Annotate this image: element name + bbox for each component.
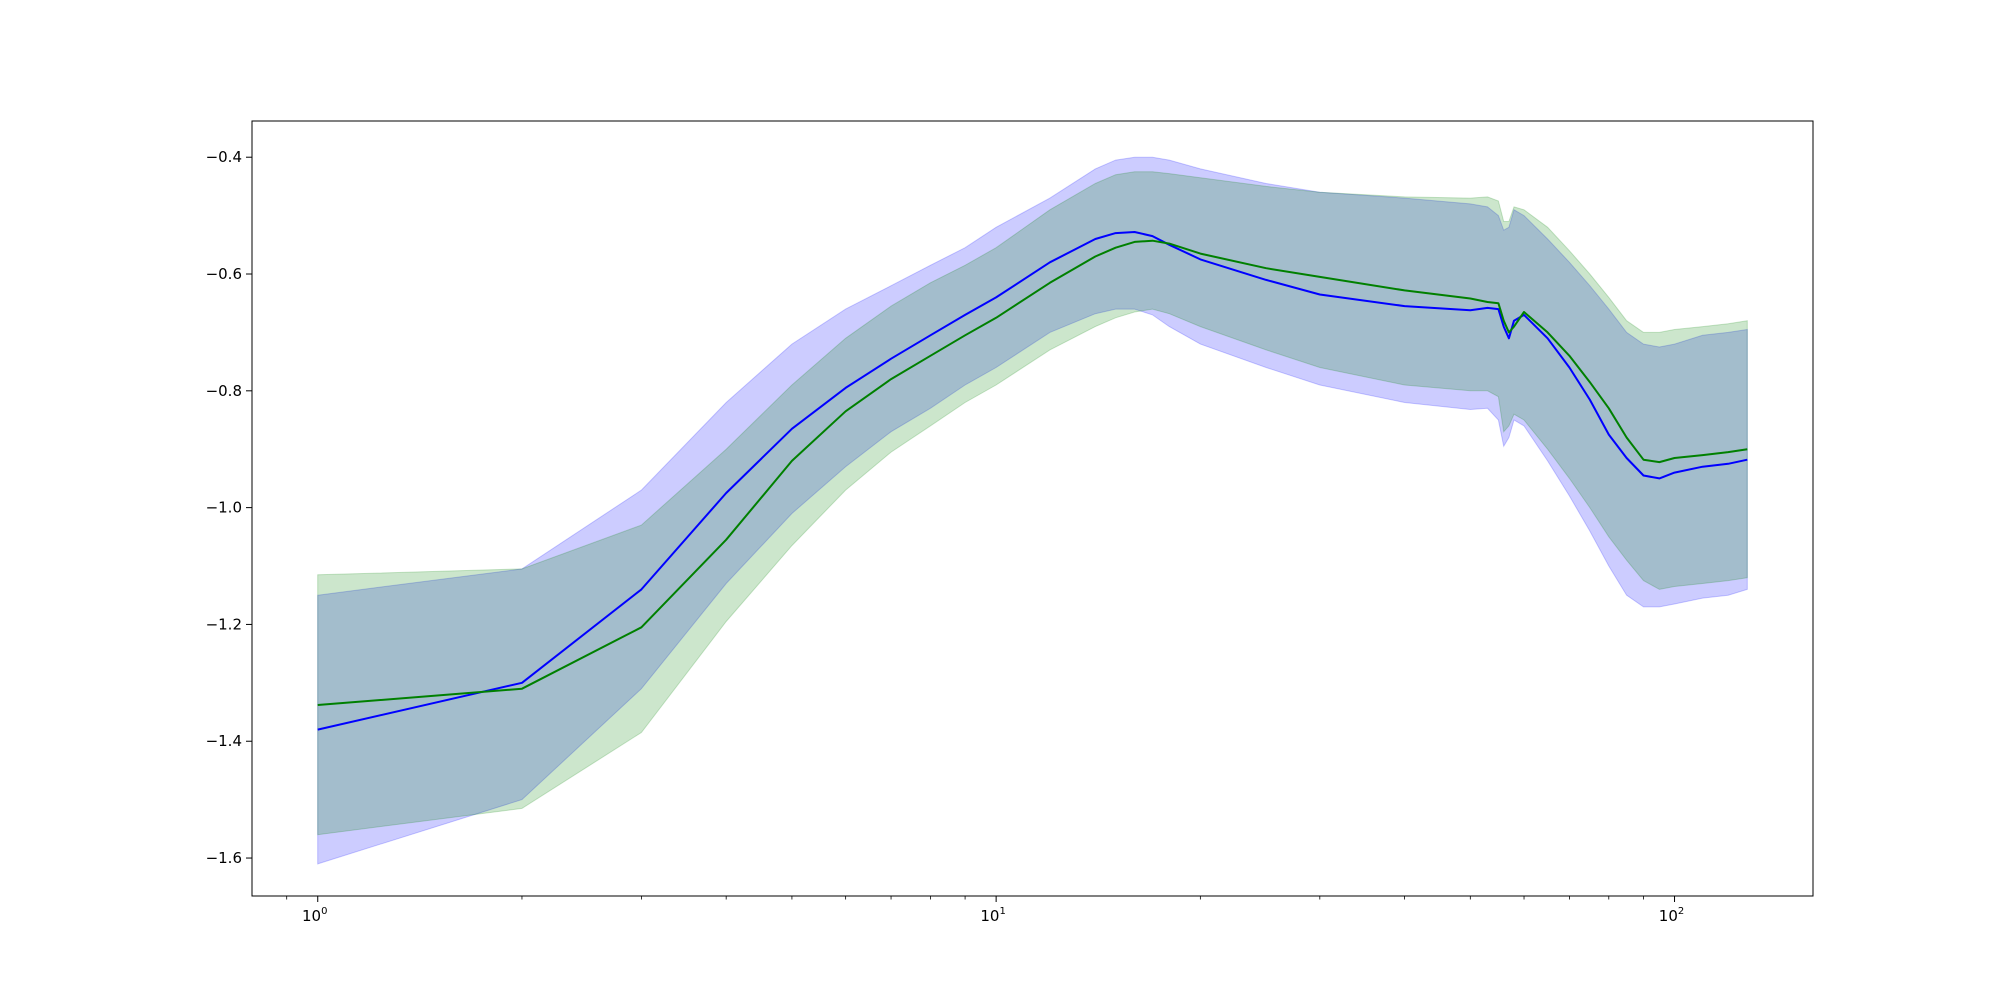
x-tick-label: 102 [1659,906,1684,925]
y-tick-label: −0.4 [206,148,242,166]
x-tick-exponent: 1 [999,906,1005,917]
plot-frame [251,120,1814,897]
series-2-line [317,239,1748,706]
y-tick-label: −1.0 [206,499,242,517]
x-tick-base: 10 [980,907,999,925]
x-tick-base: 10 [1659,907,1678,925]
series-2-band [317,171,1748,836]
x-tick-label: 101 [980,906,1005,925]
x-tick-label: 100 [302,906,327,925]
x-tick-base: 10 [302,907,321,925]
mean-lines [317,231,1748,731]
x-tick-exponent: 0 [321,906,327,917]
x-tick-exponent: 2 [1678,906,1684,917]
y-tick-label: −0.6 [206,265,242,283]
y-tick-label: −0.8 [206,382,242,400]
confidence-bands [317,156,1748,865]
series-1-line [317,231,1748,731]
y-tick-label: −1.2 [206,615,242,633]
y-tick-label: −1.4 [206,732,242,750]
series-1-band [317,156,1748,865]
y-tick-label: −1.6 [206,849,242,867]
